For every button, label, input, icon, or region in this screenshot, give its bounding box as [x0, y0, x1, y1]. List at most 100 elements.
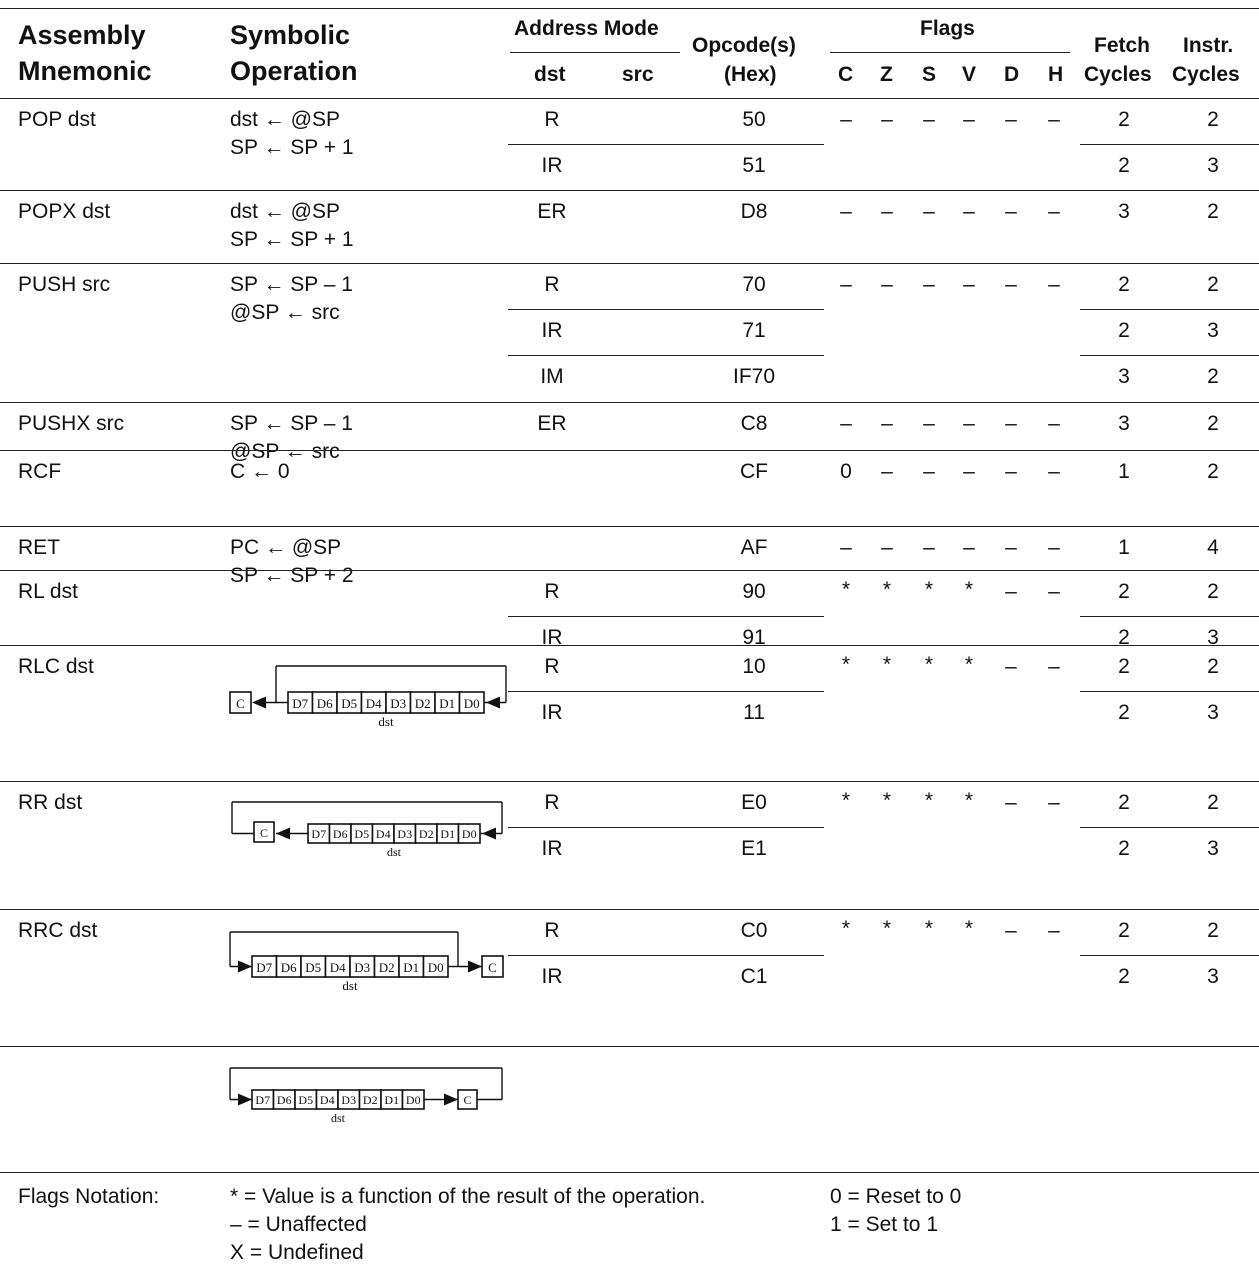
- opcode-hex: 91: [742, 626, 766, 649]
- bit-label: D0: [464, 696, 480, 711]
- flag-value: *: [964, 653, 974, 676]
- flag-value: *: [924, 917, 934, 940]
- flag-value: –: [881, 460, 893, 483]
- note-set: 1 = Set to 1: [830, 1213, 938, 1236]
- instr-cycles: 2: [1207, 580, 1219, 603]
- row-rule: [0, 1046, 1259, 1047]
- symbolic-operation: SP ← SP – 1: [230, 273, 353, 296]
- mnemonic: RLC dst: [18, 655, 94, 678]
- symbolic-operation: @SP ← src: [230, 440, 340, 463]
- address-mode-dst: IR: [541, 701, 563, 724]
- bit-label: D4: [320, 1093, 335, 1107]
- symbolic-operation: SP ← SP + 2: [230, 564, 354, 587]
- instr-cycles: 2: [1207, 791, 1219, 814]
- register-label: dst: [331, 1111, 346, 1125]
- flag-value: –: [1048, 460, 1060, 483]
- flag-value: *: [964, 917, 974, 940]
- flag-value: –: [1048, 791, 1060, 814]
- bit-label: D2: [379, 960, 395, 975]
- row-rule: [0, 645, 1259, 646]
- sub-row-rule: [1080, 616, 1259, 617]
- flag-value: *: [924, 653, 934, 676]
- opcode-hex: C8: [740, 412, 768, 435]
- instr-cycles: 2: [1207, 108, 1219, 131]
- flag-value: –: [840, 108, 852, 131]
- flag-value: –: [923, 460, 935, 483]
- rlc-rotate-diagram-svg: C D7 D6 D5 D4 D3 D2 D1 D0 dst: [231, 801, 503, 859]
- flag-value: –: [963, 108, 975, 131]
- flag-value: –: [963, 412, 975, 435]
- flags-notation-label: Flags Notation:: [18, 1185, 160, 1208]
- bit-label: D3: [341, 1093, 356, 1107]
- flag-value: –: [963, 273, 975, 296]
- bit-label: D6: [277, 1093, 292, 1107]
- bit-label: D7: [292, 696, 308, 711]
- instr-cycles: 2: [1207, 655, 1219, 678]
- address-mode-dst: R: [544, 580, 560, 603]
- rl-rotate-diagram-svg: C D7 D6 D5 D4 D3 D2 D1 D0 dst: [229, 665, 507, 729]
- opcode-hex: E0: [741, 791, 767, 814]
- fetch-cycles: 1: [1118, 460, 1130, 483]
- mnemonic: POPX dst: [18, 200, 111, 223]
- flag-value: –: [923, 200, 935, 223]
- flag-value: –: [923, 412, 935, 435]
- flag-value: *: [841, 653, 851, 676]
- row-rule: [0, 402, 1259, 403]
- flag-value: –: [963, 536, 975, 559]
- flag-value: *: [882, 917, 892, 940]
- opcode-hex: C1: [740, 965, 768, 988]
- header-assembly-line1: Assembly: [18, 20, 146, 50]
- fetch-cycles: 2: [1118, 701, 1130, 724]
- opcode-hex: 10: [742, 655, 766, 678]
- fetch-cycles: 2: [1118, 108, 1130, 131]
- fetch-cycles: 2: [1118, 580, 1130, 603]
- symbolic-operation: SP ← SP – 1: [230, 412, 353, 435]
- register-label: dst: [387, 845, 402, 859]
- symbolic-operation: C ← 0: [230, 460, 290, 483]
- fetch-cycles: 2: [1118, 791, 1130, 814]
- instr-cycles: 3: [1207, 154, 1219, 177]
- fetch-cycles: 1: [1118, 536, 1130, 559]
- bit-label: D1: [439, 696, 455, 711]
- symbolic-operation: PC ← @SP: [230, 536, 342, 559]
- fetch-cycles: 2: [1118, 837, 1130, 860]
- instr-cycles: 2: [1207, 365, 1219, 388]
- sub-row-rule: [1080, 355, 1259, 356]
- symbolic-operation: SP ← SP + 1: [230, 136, 354, 159]
- flag-value: *: [964, 789, 974, 812]
- address-mode-dst: R: [544, 655, 560, 678]
- instr-cycles: 3: [1207, 965, 1219, 988]
- mnemonic: RL dst: [18, 580, 78, 603]
- bit-label: D0: [462, 827, 477, 841]
- sub-row-rule: [1080, 144, 1259, 145]
- flag-value: –: [881, 412, 893, 435]
- instr-cycles: 3: [1207, 319, 1219, 342]
- opcode-hex: D8: [740, 200, 768, 223]
- flag-value: –: [1005, 791, 1017, 814]
- header-symbolic-line1: Symbolic: [230, 20, 351, 50]
- mnemonic: RCF: [18, 460, 62, 483]
- bit-label: D6: [281, 960, 297, 975]
- symbolic-operation: dst ← @SP: [230, 108, 341, 131]
- mnemonic: RET: [18, 536, 60, 559]
- flag-value: *: [882, 789, 892, 812]
- bit-label: D0: [406, 1093, 421, 1107]
- arrow-head: [276, 827, 290, 840]
- flag-value: –: [923, 108, 935, 131]
- flag-value: –: [1048, 919, 1060, 942]
- note-dash: – = Unaffected: [230, 1213, 367, 1236]
- flag-value: –: [881, 200, 893, 223]
- instr-cycles: 3: [1207, 701, 1219, 724]
- header-address-mode: Address Mode: [514, 17, 659, 40]
- flag-value: –: [1048, 412, 1060, 435]
- rl-rotate-diagram: C D7 D6 D5 D4 D3 D2 D1 D0 dst: [226, 660, 516, 745]
- sub-row-rule: [508, 355, 824, 356]
- sub-row-rule: [1080, 955, 1259, 956]
- address-mode-dst: ER: [537, 200, 567, 223]
- sub-row-rule: [508, 309, 824, 310]
- mnemonic: PUSH src: [18, 273, 111, 296]
- address-mode-dst: R: [544, 108, 560, 131]
- address-mode-dst: IR: [541, 965, 563, 988]
- bit-label: D1: [440, 827, 455, 841]
- header-assembly-line2: Mnemonic: [18, 56, 152, 86]
